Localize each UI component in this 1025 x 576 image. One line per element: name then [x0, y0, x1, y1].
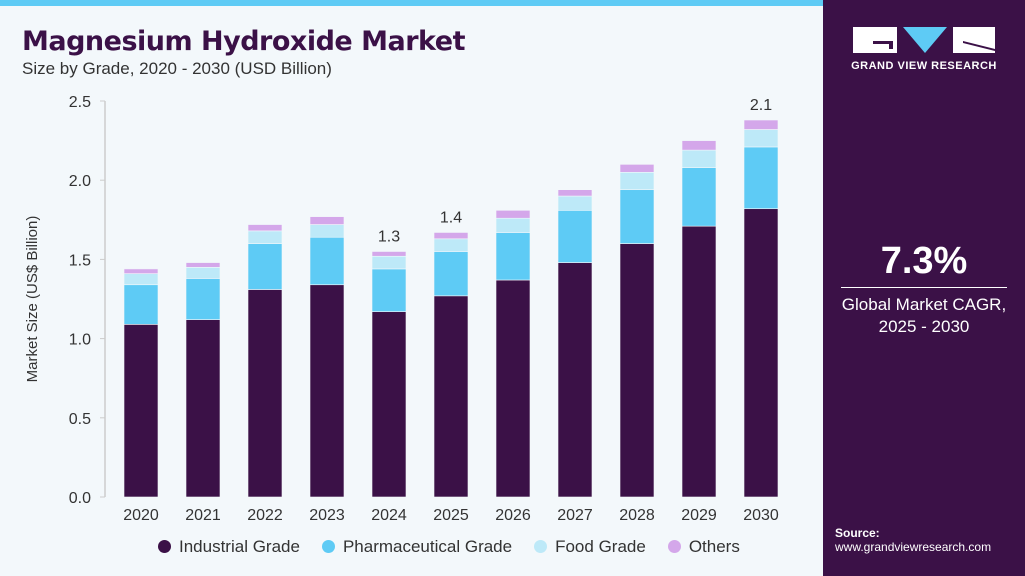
bar-others [185, 262, 221, 268]
chart-title: Magnesium Hydroxide Market [22, 26, 465, 57]
data-label: 1.3 [378, 228, 400, 245]
legend: Industrial Grade Pharmaceutical Grade Food… [158, 537, 740, 557]
x-tick-label: 2021 [185, 507, 221, 524]
y-tick-label: 2.0 [69, 173, 91, 190]
cagr-label: Global Market CAGR, 2025 - 2030 [823, 294, 1025, 338]
bar-food-grade [309, 224, 345, 238]
bar-pharmaceutical-grade [619, 189, 655, 244]
grand-view-research-logo [853, 27, 995, 53]
legend-item: Food Grade [534, 537, 646, 557]
bar-industrial-grade [433, 295, 469, 498]
bar-others [433, 232, 469, 240]
legend-marker [321, 540, 335, 553]
data-label: 1.4 [440, 209, 462, 226]
x-tick-label: 2027 [557, 507, 593, 524]
bar-pharmaceutical-grade [123, 284, 159, 325]
legend-marker [534, 540, 548, 553]
bar-others [247, 224, 283, 232]
x-tick-label: 2028 [619, 507, 655, 524]
bar-food-grade [619, 171, 655, 191]
bar-food-grade [743, 129, 779, 148]
side-panel: GRAND VIEW RESEARCH 7.3% Global Market C… [823, 0, 1025, 576]
y-tick-label: 0.0 [69, 490, 91, 507]
bar-food-grade [123, 273, 159, 286]
bar-food-grade [371, 255, 407, 270]
x-tick-label: 2030 [743, 507, 779, 524]
legend-item: Industrial Grade [158, 537, 300, 557]
legend-marker [158, 540, 171, 553]
cagr-label-line1: Global Market CAGR, [841, 295, 1007, 314]
bar-industrial-grade [185, 319, 221, 498]
bar-industrial-grade [309, 284, 345, 498]
source: Source: www.grandviewresearch.com [835, 526, 991, 554]
y-axis-label: Market Size (US$ Billion) [24, 216, 41, 383]
bar-industrial-grade [681, 225, 717, 498]
legend-item: Pharmaceutical Grade [321, 537, 513, 557]
bar-food-grade [495, 217, 531, 233]
bar-pharmaceutical-grade [371, 268, 407, 312]
x-tick-label: 2026 [495, 507, 531, 524]
legend-label: Food Grade [555, 537, 646, 556]
x-tick-label: 2024 [371, 507, 407, 524]
x-tick-label: 2025 [433, 507, 469, 524]
cagr-label-line2: 2025 - 2030 [878, 317, 970, 336]
x-tick-label: 2023 [309, 507, 345, 524]
legend-marker [667, 540, 681, 553]
cagr-value: 7.3% [880, 240, 968, 282]
bar-pharmaceutical-grade [247, 243, 283, 290]
legend-label: Pharmaceutical Grade [342, 537, 513, 556]
legend-label: Industrial Grade [179, 537, 300, 556]
bar-others [309, 216, 345, 225]
accent-bar [0, 0, 823, 6]
bar-others [495, 209, 531, 219]
data-label: 2.1 [750, 97, 772, 114]
bar-chart: 0.0 0.5 1.0 1.5 2.0 2.5 Market Size (US$ Billi… [24, 94, 779, 524]
bar-pharmaceutical-grade [557, 209, 593, 263]
bar-industrial-grade [247, 289, 283, 498]
bar-others [371, 251, 407, 257]
bar-others [557, 189, 593, 197]
bar-pharmaceutical-grade [495, 232, 531, 281]
bar-industrial-grade [495, 279, 531, 498]
bar-food-grade [247, 230, 283, 244]
legend-item: Others [667, 537, 740, 557]
y-tick-label: 0.5 [69, 411, 91, 428]
chart-subtitle: Size by Grade, 2020 - 2030 (USD Billion) [22, 59, 332, 78]
source-label: Source: [835, 526, 880, 540]
bar-pharmaceutical-grade [185, 278, 221, 320]
bar-others [123, 268, 159, 274]
divider [841, 287, 1007, 288]
bar-pharmaceutical-grade [309, 236, 345, 286]
bar-food-grade [557, 195, 593, 211]
x-tick-label: 2020 [123, 507, 159, 524]
bar-industrial-grade [557, 262, 593, 498]
bar-pharmaceutical-grade [681, 167, 717, 227]
source-url[interactable]: www.grandviewresearch.com [835, 540, 992, 554]
bar-food-grade [185, 267, 221, 279]
bar-others [743, 119, 779, 130]
y-tick-label: 1.5 [69, 252, 91, 269]
bar-food-grade [433, 238, 469, 252]
legend-label: Others [688, 537, 740, 556]
bar-others [681, 140, 717, 151]
bar-pharmaceutical-grade [743, 146, 779, 210]
brand-name: GRAND VIEW RESEARCH [851, 60, 997, 72]
y-tick-label: 2.5 [69, 94, 91, 111]
x-tick-label: 2029 [681, 507, 717, 524]
bar-industrial-grade [619, 243, 655, 498]
bar-pharmaceutical-grade [433, 251, 469, 297]
y-tick-label: 1.0 [69, 332, 91, 349]
bar-others [619, 164, 655, 173]
bar-industrial-grade [371, 311, 407, 498]
x-tick-label: 2022 [247, 507, 283, 524]
bar-food-grade [681, 149, 717, 168]
bar-industrial-grade [123, 324, 159, 498]
bar-industrial-grade [743, 208, 779, 498]
